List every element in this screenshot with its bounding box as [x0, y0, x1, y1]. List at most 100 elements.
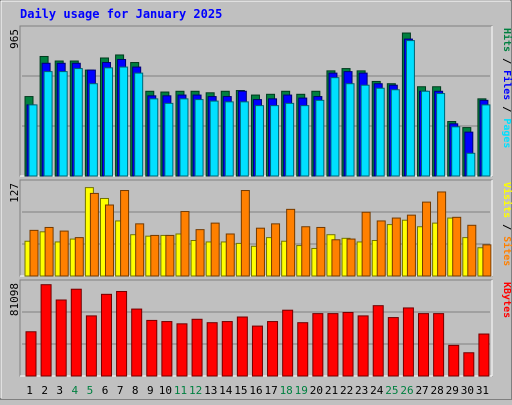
bar-kbytes-day-7 — [116, 290, 128, 377]
bar-sites-day-5 — [89, 192, 99, 277]
bar-pages-day-18 — [285, 102, 295, 177]
x-tick-label-day-29: 29 — [446, 384, 459, 397]
x-tick-label-day-25: 25 — [385, 384, 398, 397]
bar-sites-day-15 — [240, 190, 250, 277]
bar-kbytes-day-1 — [25, 331, 37, 377]
bar-pages-day-12 — [194, 99, 204, 177]
bar-kbytes-day-13 — [206, 322, 218, 377]
bar-pages-day-28 — [436, 93, 446, 177]
bar-kbytes-day-15 — [236, 316, 248, 377]
x-tick-label-day-3: 3 — [56, 384, 63, 397]
bar-sites-day-26 — [406, 214, 416, 277]
bar-pages-day-1 — [28, 104, 38, 177]
bar-kbytes-day-3 — [55, 299, 67, 377]
x-tick-label-day-17: 17 — [264, 384, 277, 397]
bar-sites-day-13 — [210, 222, 220, 277]
bar-kbytes-day-28 — [433, 313, 445, 377]
panel-1-side-label-separator: / — [501, 100, 512, 118]
bar-kbytes-day-8 — [131, 308, 143, 377]
x-tick-label-day-18: 18 — [280, 384, 293, 397]
bar-sites-day-7 — [120, 190, 130, 277]
bar-kbytes-day-29 — [448, 344, 460, 377]
bar-sites-day-23 — [361, 211, 371, 277]
panel-3-side-label-kbytes: KBytes — [501, 282, 512, 318]
panel-2-ytick-label: 127 — [8, 183, 21, 203]
x-tick-label-day-28: 28 — [431, 384, 444, 397]
bar-sites-day-11 — [180, 211, 190, 277]
bar-sites-day-2 — [44, 226, 54, 277]
bar-sites-day-30 — [467, 224, 477, 277]
bar-pages-day-17 — [270, 105, 280, 177]
panel-2-side-label-sites: Sites — [501, 236, 512, 266]
bar-pages-day-13 — [209, 100, 219, 177]
bar-kbytes-day-31 — [478, 333, 490, 377]
bar-sites-day-24 — [376, 220, 386, 277]
bar-pages-day-7 — [119, 66, 129, 177]
bar-sites-day-18 — [286, 208, 296, 277]
bar-pages-day-6 — [103, 67, 113, 177]
bar-sites-day-4 — [74, 237, 84, 277]
panel-1-side-label-separator: / — [501, 52, 512, 70]
bar-kbytes-day-14 — [221, 321, 233, 377]
x-tick-label-day-5: 5 — [87, 384, 94, 397]
bar-pages-day-25 — [390, 89, 400, 177]
bar-pages-day-20 — [315, 99, 325, 177]
x-tick-label-day-4: 4 — [72, 384, 79, 397]
bar-pages-day-30 — [466, 152, 476, 177]
x-tick-label-day-31: 31 — [476, 384, 489, 397]
chart-title: Daily usage for January 2025 — [20, 7, 222, 21]
bar-kbytes-day-25 — [387, 317, 399, 377]
bar-kbytes-day-20 — [312, 313, 324, 377]
bar-sites-day-28 — [437, 191, 447, 277]
panel-2-side-label-separator: / — [501, 218, 512, 236]
bar-pages-day-31 — [481, 104, 491, 177]
panel-1-side-label-files: Files — [501, 70, 512, 100]
bar-pages-day-2 — [43, 71, 53, 177]
bar-sites-day-19 — [301, 226, 311, 277]
panel-2-side-label-visits: Visits — [501, 182, 512, 218]
bar-pages-day-22 — [345, 83, 355, 177]
bar-kbytes-day-11 — [176, 323, 188, 377]
bar-kbytes-day-18 — [282, 309, 294, 377]
panel-3-ytick-label: 81098 — [8, 283, 21, 316]
bar-kbytes-day-2 — [40, 284, 52, 377]
bar-kbytes-day-5 — [85, 315, 97, 377]
x-tick-label-day-15: 15 — [234, 384, 247, 397]
x-tick-label-day-10: 10 — [159, 384, 172, 397]
x-tick-label-day-26: 26 — [400, 384, 413, 397]
bar-sites-day-31 — [482, 244, 492, 277]
bar-pages-day-21 — [330, 77, 340, 177]
x-tick-label-day-7: 7 — [117, 384, 124, 397]
bar-pages-day-3 — [58, 71, 68, 177]
bar-kbytes-day-17 — [267, 321, 279, 377]
x-tick-label-day-6: 6 — [102, 384, 109, 397]
bar-sites-day-10 — [165, 234, 175, 277]
bar-kbytes-day-24 — [372, 305, 384, 377]
bar-kbytes-day-22 — [342, 311, 354, 377]
bar-sites-day-8 — [135, 223, 145, 277]
bar-pages-day-29 — [451, 126, 461, 177]
x-axis-labels: 1 2 3 4 5 6 7 8 9 10 11 12 13 14 15 16 17 18 19 20 21 22 23 24 2… — [26, 384, 489, 397]
bar-kbytes-day-16 — [251, 325, 263, 377]
panel-2-side-label: Visits / Sites — [501, 182, 512, 266]
bar-kbytes-day-30 — [463, 352, 475, 377]
bar-kbytes-day-9 — [146, 319, 158, 377]
x-tick-label-day-12: 12 — [189, 384, 202, 397]
x-tick-label-day-21: 21 — [325, 384, 338, 397]
bar-pages-day-5 — [88, 83, 98, 177]
bar-pages-day-10 — [164, 102, 174, 177]
bar-sites-day-14 — [225, 233, 235, 277]
bar-pages-day-11 — [179, 98, 189, 177]
panel-1-side-label: Hits / Files / Pages — [501, 28, 512, 148]
bar-pages-day-19 — [300, 105, 310, 177]
bar-kbytes-day-23 — [357, 315, 369, 377]
bar-pages-day-23 — [360, 84, 370, 177]
bar-kbytes-day-21 — [327, 313, 339, 377]
x-tick-label-day-30: 30 — [461, 384, 474, 397]
x-tick-label-day-19: 19 — [295, 384, 308, 397]
x-tick-label-day-16: 16 — [249, 384, 262, 397]
bar-sites-day-22 — [346, 238, 356, 277]
bar-kbytes-day-19 — [297, 322, 309, 377]
